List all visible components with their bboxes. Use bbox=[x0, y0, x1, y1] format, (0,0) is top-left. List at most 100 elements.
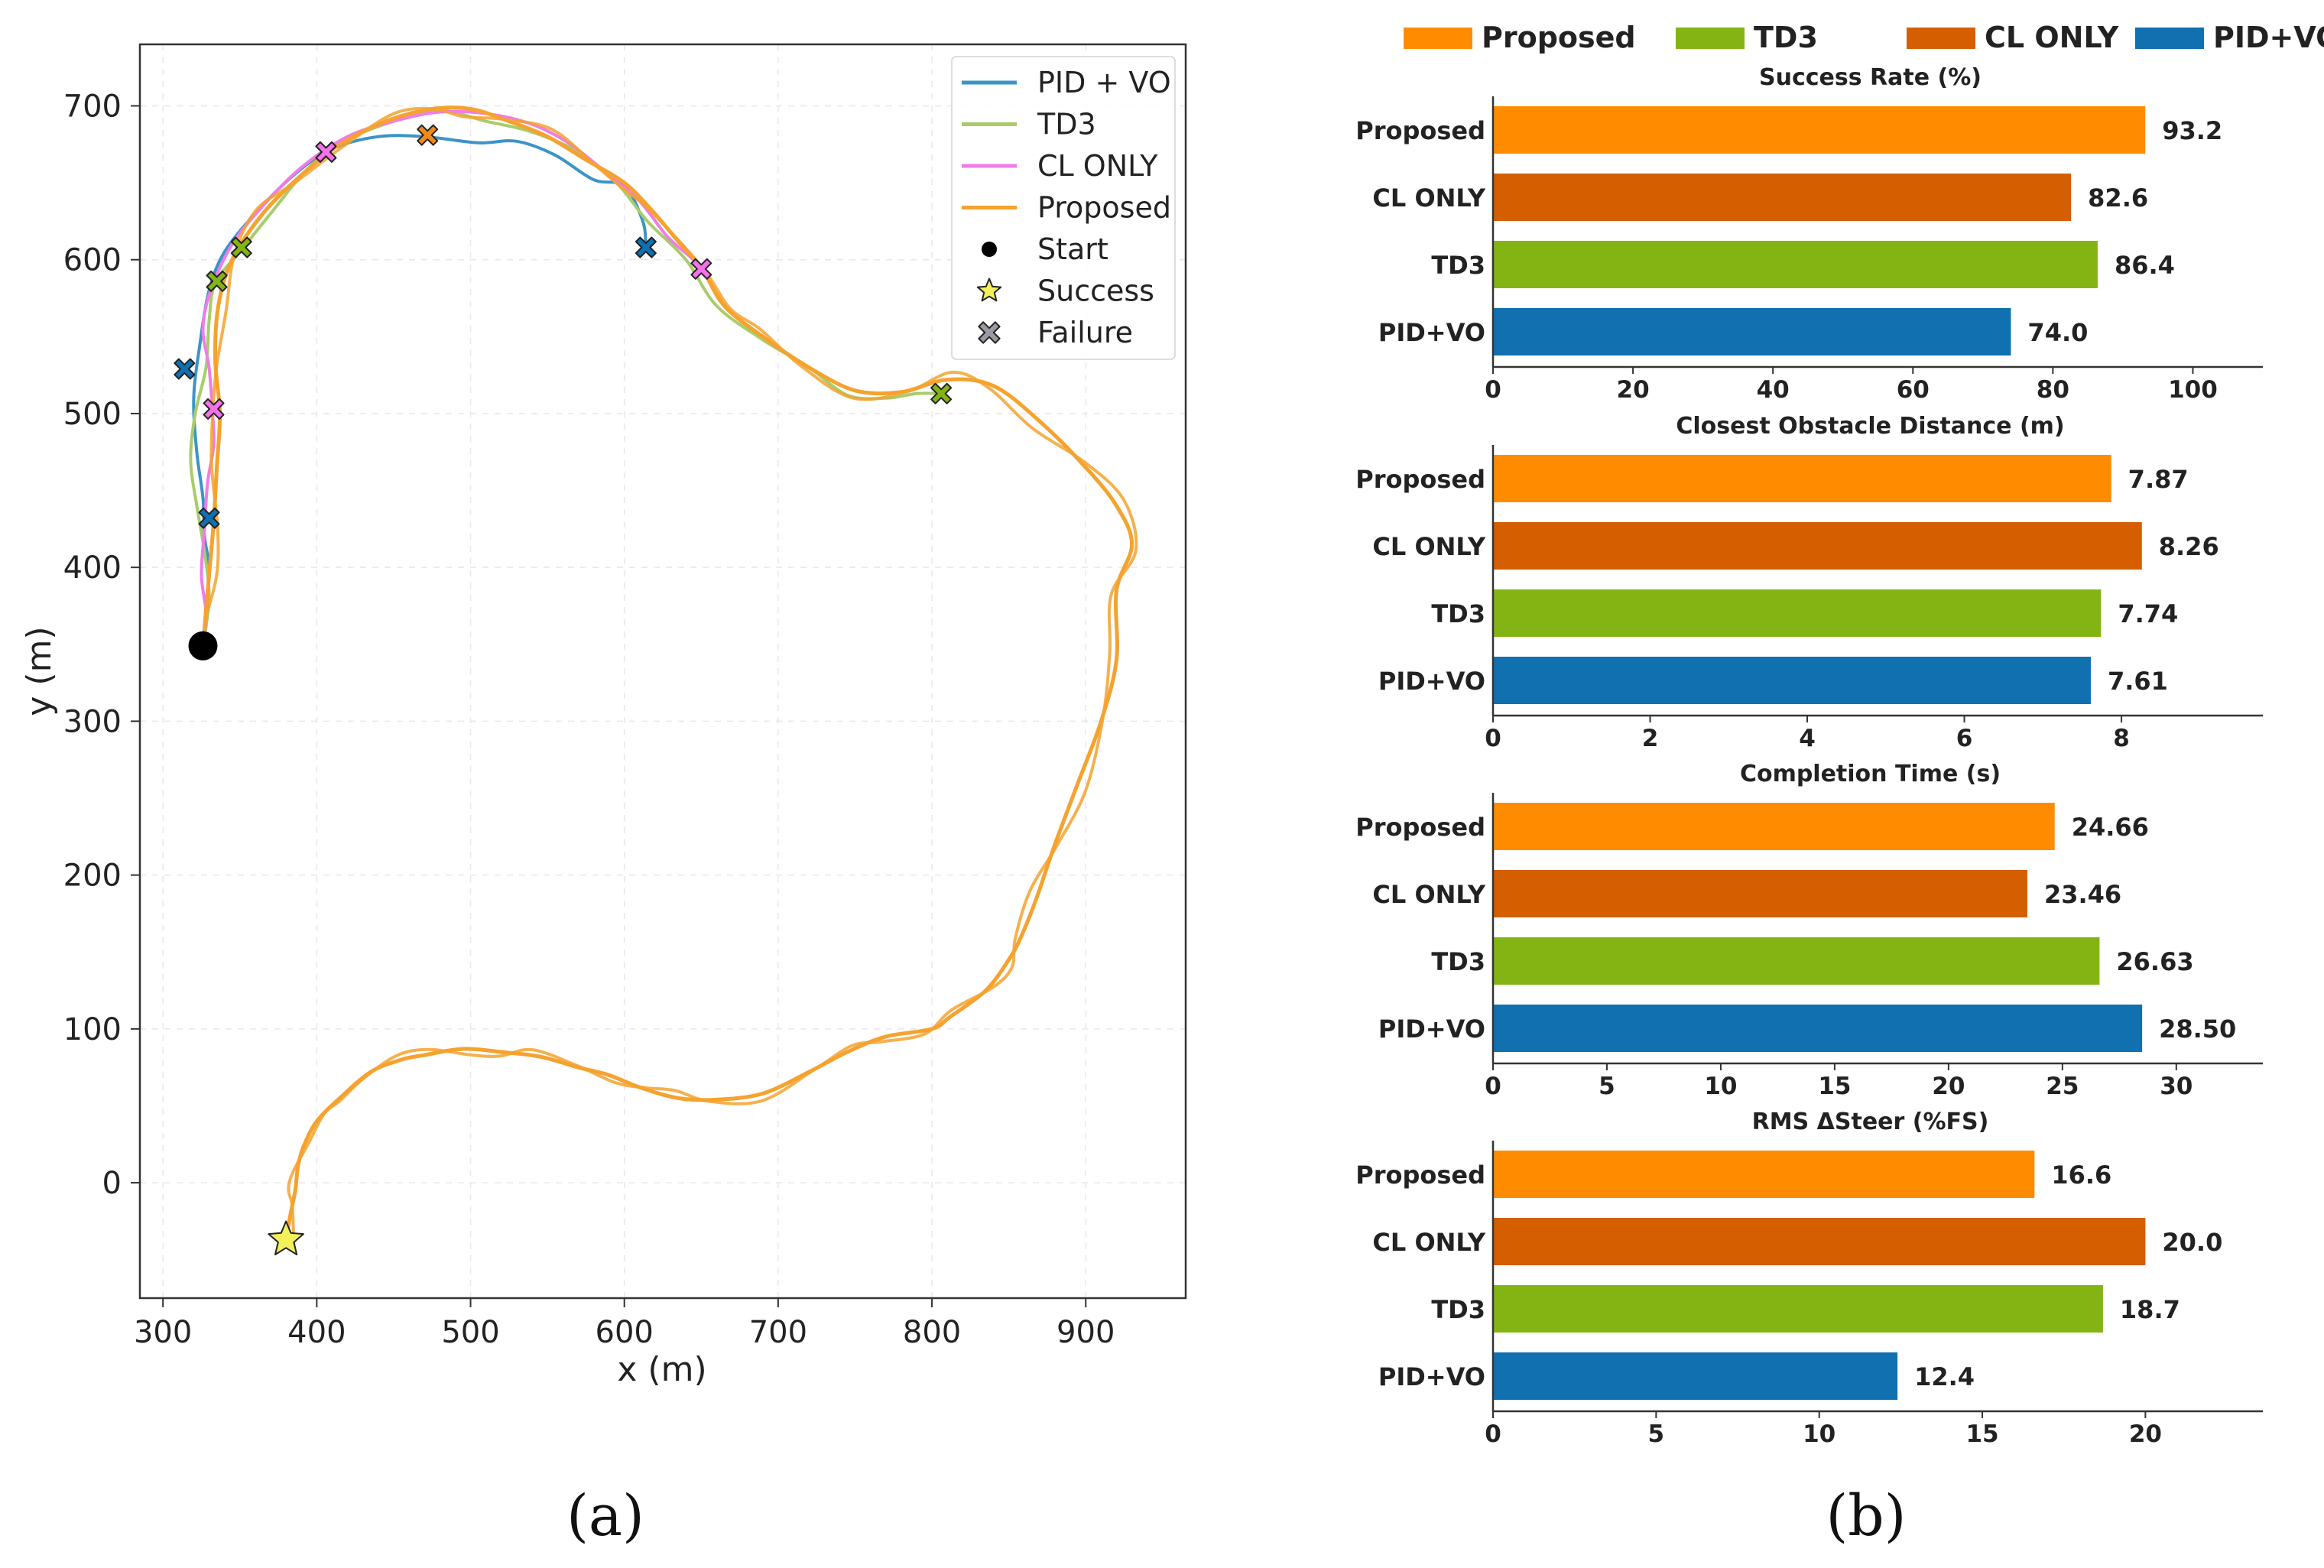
bar-category-label: PID+VO bbox=[1378, 1014, 1485, 1044]
legend-swatch-cross bbox=[978, 321, 1001, 344]
failure-marker-proposed bbox=[417, 124, 439, 146]
y-tick-label: 400 bbox=[63, 550, 122, 586]
failure-marker-pid-vo bbox=[198, 507, 220, 529]
bar-chart-tick-label: 30 bbox=[2160, 1073, 2193, 1100]
bar-category-label: CL ONLY bbox=[1372, 880, 1485, 909]
success-marker bbox=[268, 1220, 304, 1255]
bar-chart-4: RMS ΔSteer (%FS) Proposed 16.6 CL ONLY 20.0 T… bbox=[1355, 1109, 2263, 1448]
y-tick-label: 600 bbox=[63, 243, 122, 278]
failure-marker-td3 bbox=[230, 236, 252, 258]
bar-legend-swatch bbox=[2135, 28, 2204, 49]
y-tick-label: 100 bbox=[63, 1012, 122, 1047]
bar bbox=[1493, 1005, 2143, 1052]
bar-chart-2: Closest Obstacle Distance (m) Proposed 7.8… bbox=[1355, 413, 2263, 752]
bar-legend-label: PID+VO bbox=[2213, 21, 2324, 54]
bar-value-label: 24.66 bbox=[2072, 813, 2149, 842]
bar-chart-tick-label: 20 bbox=[1617, 376, 1650, 404]
x-tick-label: 400 bbox=[287, 1315, 346, 1350]
bar-chart-tick-label: 20 bbox=[1932, 1073, 1965, 1100]
bar-chart-tick-label: 100 bbox=[2168, 376, 2218, 404]
bar-chart-tick-label: 4 bbox=[1799, 725, 1816, 752]
bar-legend-label: CL ONLY bbox=[1985, 21, 2119, 54]
failure-marker-cl-only bbox=[690, 258, 712, 280]
bar bbox=[1493, 589, 2102, 637]
bar-legend-label: TD3 bbox=[1754, 21, 1818, 54]
bar-legend-swatch bbox=[1404, 28, 1472, 49]
legend-label: Success bbox=[1037, 274, 1154, 308]
bar-legend-swatch bbox=[1907, 28, 1975, 49]
legend-swatch-dot bbox=[982, 242, 997, 257]
failure-marker-td3 bbox=[930, 382, 953, 404]
x-tick-label: 500 bbox=[441, 1315, 499, 1350]
bar-category-label: CL ONLY bbox=[1372, 183, 1485, 213]
bar-category-label: TD3 bbox=[1431, 599, 1485, 628]
bar bbox=[1493, 803, 2055, 850]
bar-value-label: 12.4 bbox=[1914, 1362, 1975, 1391]
trajectory-y-axis-label: y (m) bbox=[20, 626, 59, 716]
bar-value-label: 93.2 bbox=[2162, 116, 2222, 145]
bar-value-label: 7.61 bbox=[2108, 667, 2168, 696]
bar-value-label: 74.0 bbox=[2027, 318, 2088, 347]
trajectory-lines bbox=[189, 105, 1138, 1245]
trajectory-proposed-run-2 bbox=[203, 106, 1138, 1245]
bar-value-label: 82.6 bbox=[2088, 183, 2148, 213]
trajectory-proposed bbox=[203, 105, 1134, 1242]
bar-chart-title: Completion Time (s) bbox=[1740, 761, 2001, 787]
trajectory-markers bbox=[174, 124, 953, 1255]
x-tick-label: 700 bbox=[749, 1315, 807, 1350]
bar bbox=[1493, 455, 2111, 502]
bar bbox=[1493, 657, 2091, 704]
trajectory-axis-ticks: 300 400 500 600 700 800 900 0 100 200 300 400 500 600… bbox=[63, 89, 1115, 1350]
failure-marker-pid-vo bbox=[635, 236, 657, 258]
y-tick-label: 200 bbox=[63, 859, 122, 894]
y-tick-label: 700 bbox=[63, 89, 122, 124]
bar bbox=[1493, 1151, 2035, 1198]
legend-label: PID + VO bbox=[1037, 66, 1171, 99]
bar-chart-tick-label: 10 bbox=[1803, 1420, 1836, 1448]
bar-legend-swatch bbox=[1676, 28, 1745, 49]
bar-category-label: Proposed bbox=[1355, 116, 1485, 145]
bar bbox=[1493, 1218, 2146, 1265]
legend-label: TD3 bbox=[1037, 108, 1096, 141]
bar-chart-tick-label: 15 bbox=[1965, 1420, 1998, 1448]
trajectory-plot: 300 400 500 600 700 800 900 0 100 200 300 400 500 600… bbox=[0, 0, 1254, 1437]
bar-category-label: Proposed bbox=[1355, 1161, 1485, 1190]
x-tick-label: 600 bbox=[596, 1315, 654, 1350]
x-tick-label: 900 bbox=[1057, 1315, 1115, 1350]
bar-category-label: CL ONLY bbox=[1372, 1228, 1485, 1257]
bar bbox=[1493, 241, 2098, 288]
legend-label: Proposed bbox=[1037, 191, 1171, 225]
panel-label-b: (b) bbox=[1826, 1483, 1906, 1549]
bar-chart-tick-label: 0 bbox=[1485, 725, 1501, 752]
bar-chart-tick-label: 15 bbox=[1818, 1073, 1851, 1100]
bar-chart-tick-label: 5 bbox=[1599, 1073, 1615, 1100]
failure-marker-cl-only bbox=[315, 141, 337, 163]
bar-chart-tick-label: 8 bbox=[2113, 725, 2130, 752]
bar bbox=[1493, 1352, 1898, 1400]
bar-chart-tick-label: 0 bbox=[1485, 1420, 1501, 1448]
legend-box bbox=[951, 56, 1176, 360]
bar-category-label: Proposed bbox=[1355, 465, 1485, 494]
bar-value-label: 23.46 bbox=[2044, 880, 2121, 909]
failure-marker-cl-only bbox=[203, 398, 225, 420]
bar-category-label: CL ONLY bbox=[1372, 532, 1485, 561]
bar-chart-1: Success Rate (%) Proposed 93.2 CL ONLY 82.6 T… bbox=[1355, 64, 2263, 404]
bar-value-label: 26.63 bbox=[2116, 947, 2193, 976]
bar-category-label: TD3 bbox=[1431, 251, 1485, 280]
bar-chart-tick-label: 25 bbox=[2046, 1073, 2079, 1100]
bar-chart-tick-label: 40 bbox=[1757, 376, 1790, 404]
metrics-bar-charts: Proposed TD3 CL ONLY PID+VO Success Rate (%… bbox=[1355, 21, 2324, 1448]
bar-chart-tick-label: 0 bbox=[1485, 1073, 1501, 1100]
bar-category-label: TD3 bbox=[1431, 947, 1485, 976]
failure-marker-td3 bbox=[206, 270, 228, 292]
x-tick-label: 300 bbox=[134, 1315, 192, 1350]
panel-label-a: (a) bbox=[566, 1483, 644, 1549]
x-tick-label: 800 bbox=[903, 1315, 961, 1350]
start-marker bbox=[188, 631, 218, 661]
bar-chart-title: Closest Obstacle Distance (m) bbox=[1676, 413, 2064, 440]
y-tick-label: 0 bbox=[102, 1166, 122, 1201]
y-tick-label: 300 bbox=[63, 704, 122, 739]
bar-category-label: PID+VO bbox=[1378, 1362, 1485, 1391]
bar-value-label: 20.0 bbox=[2162, 1228, 2222, 1257]
